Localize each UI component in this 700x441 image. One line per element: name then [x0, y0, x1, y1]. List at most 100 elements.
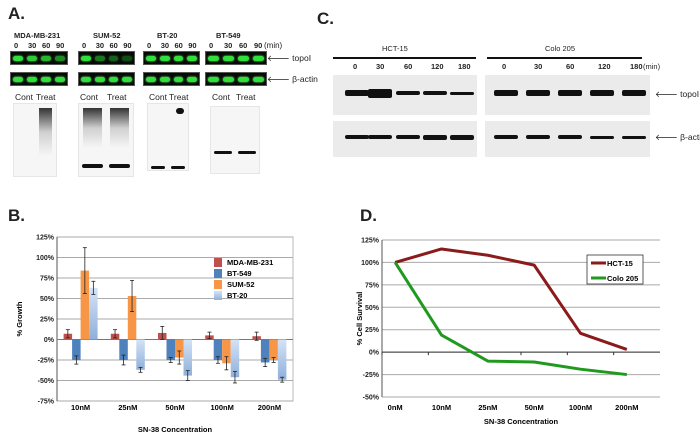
treat-label: Treat	[36, 92, 56, 102]
bar-bt-549	[166, 339, 175, 360]
blot-band	[122, 56, 132, 61]
time-label: 0	[502, 62, 507, 71]
blot-band	[94, 77, 105, 82]
x-tick-label: 25nM	[118, 403, 137, 412]
x-axis-title: SN-38 Concentration	[484, 417, 559, 426]
time-label: 90	[123, 41, 132, 50]
y-tick-label: 100%	[361, 260, 380, 267]
blot-band	[81, 77, 91, 82]
blot-band	[622, 90, 646, 96]
legend-label: MDA-MB-231	[227, 258, 273, 267]
y-tick-label: 25%	[40, 317, 55, 324]
time-label: 90	[188, 41, 197, 50]
x-tick-label: 50nM	[165, 403, 184, 412]
x-axis-title: SN-38 Concentration	[138, 425, 213, 434]
treat-label: Treat	[236, 92, 256, 102]
blot-band	[108, 56, 119, 61]
actin-blot	[143, 72, 200, 86]
time-unit-label: (min)	[643, 62, 661, 71]
immunoblot	[147, 103, 189, 171]
panel-a-label: A.	[8, 4, 25, 23]
y-tick-label: 25%	[365, 327, 380, 334]
blot-band	[423, 134, 447, 140]
topo-blot	[205, 51, 267, 65]
x-tick-label: 200nM	[615, 403, 638, 412]
blot-band	[146, 56, 156, 61]
bar-sum-52	[175, 339, 184, 358]
smear	[39, 108, 52, 156]
actin-blot	[10, 72, 68, 86]
topo-blot	[143, 51, 200, 65]
blot-band	[590, 135, 614, 139]
actin-blot	[333, 121, 477, 157]
panel-d-label: D.	[360, 206, 377, 225]
blot-band	[13, 56, 23, 61]
blot-band	[122, 77, 132, 82]
y-tick-label: -25%	[38, 358, 55, 365]
blot-band	[82, 164, 103, 168]
blot-band	[223, 77, 234, 82]
cell-line-label: Colo 205	[545, 44, 576, 53]
legend-label: BT-549	[227, 269, 252, 278]
topo-blot	[485, 75, 650, 115]
y-tick-label: -25%	[363, 372, 380, 379]
blot-band	[590, 90, 614, 96]
bar-bt-549	[213, 339, 223, 360]
cell-line-label: HCT-15	[382, 44, 408, 53]
smear	[83, 108, 102, 148]
bar-bt-20	[277, 339, 287, 380]
legend-swatch	[214, 280, 222, 289]
time-label: 120	[598, 62, 611, 71]
bar-sum-52	[222, 339, 231, 364]
actin-arrow-label: 🡐 β-actin	[655, 132, 700, 143]
blot-band	[253, 56, 264, 61]
legend-label: Colo 205	[607, 274, 638, 283]
cont-label: Cont	[15, 92, 33, 102]
actin-arrow-label: 🡐 β-actin	[267, 74, 318, 84]
cont-label: Cont	[80, 92, 98, 102]
blot-band	[345, 135, 369, 139]
blot-band	[159, 56, 170, 61]
blot-band	[187, 56, 197, 61]
blot-band	[208, 56, 219, 61]
time-label: 30	[376, 62, 385, 71]
blot-band	[423, 91, 447, 95]
line-hct-15	[394, 247, 628, 351]
bar-sum-52	[80, 270, 90, 340]
topo-arrow-label: 🡐 topoI	[267, 53, 312, 63]
y-tick-label: 0%	[44, 337, 55, 344]
blot-band	[494, 90, 518, 96]
blot-band	[238, 151, 256, 154]
blot-band	[173, 77, 184, 82]
actin-blot	[205, 72, 267, 86]
blot-band	[368, 135, 392, 139]
y-axis-title: % Growth	[15, 301, 24, 336]
bar-bt-549	[260, 339, 270, 363]
time-label: 30	[160, 41, 170, 50]
y-axis-title: % Cell Survival	[355, 292, 364, 346]
time-label: 180	[458, 62, 471, 71]
x-tick-label: 10nM	[71, 403, 90, 412]
time-label: 30	[95, 41, 105, 50]
time-label: 60	[566, 62, 575, 71]
legend-label: HCT-15	[607, 259, 633, 268]
blot-band	[622, 135, 646, 139]
x-tick-label: 100nM	[569, 403, 592, 412]
legend-label: BT-20	[227, 291, 247, 300]
actin-label: β-actin	[680, 132, 700, 142]
blot-band	[27, 56, 37, 61]
immunoblot	[210, 106, 260, 174]
blot-band	[526, 135, 550, 139]
blot-band	[450, 91, 474, 95]
blot-band	[176, 108, 184, 114]
y-tick-label: -50%	[363, 395, 380, 402]
x-tick-label: 200nM	[258, 403, 281, 412]
time-label: 180	[630, 62, 643, 71]
time-label: 60	[404, 62, 413, 71]
blot-band	[253, 77, 264, 82]
blot-band	[214, 151, 232, 154]
time-label: 30	[224, 41, 233, 50]
y-tick-label: 100%	[36, 255, 55, 262]
time-label: 0	[82, 41, 87, 50]
